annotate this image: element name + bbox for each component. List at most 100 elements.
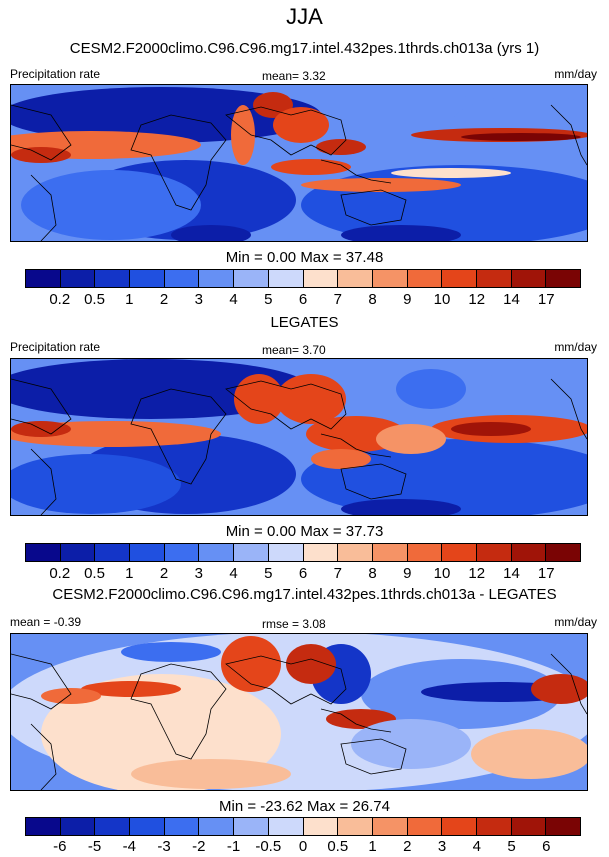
colorbar-swatch [476,818,512,835]
colorbar-swatch [26,270,61,287]
colorbar-swatch [546,544,580,561]
panel-2-map [10,358,588,516]
colorbar-tick-label: 5 [264,565,273,582]
colorbar-swatch [511,270,547,287]
precip-region [531,674,587,704]
panel-2-colorbar-ticks: 0.2 0.5 1 2 3 4 5 6 7 8 9 10 12 14 17 [25,565,581,583]
coastline [340,189,407,226]
colorbar-tick-label: 10 [433,565,451,582]
coastline [30,448,57,515]
colorbar-swatch [199,270,235,287]
coastline [225,106,347,156]
panel-3-map [10,633,588,791]
coastline [11,378,72,435]
colorbar-tick-label: 0.5 [327,838,349,855]
panel-1-units-label: mm/day [554,67,597,81]
coastline [550,104,587,166]
precip-region [376,424,446,454]
colorbar-swatch [546,270,580,287]
colorbar-swatch [199,544,235,561]
coastline [320,433,392,458]
colorbar-tick-label: -0.5 [255,838,282,855]
precip-region [121,642,221,662]
colorbar-swatch [407,818,443,835]
panel-1-colorbar [25,269,581,288]
colorbar-swatch [407,544,443,561]
panel-1-title: CESM2.F2000climo.C96.C96.mg17.intel.432p… [69,40,540,57]
colorbar-tick-label: 14 [503,565,520,582]
coastline [30,723,57,790]
precip-region [461,133,581,141]
colorbar-swatch [130,544,165,561]
panel-3-title: CESM2.F2000climo.C96.C96.mg17.intel.432p… [52,586,557,603]
precip-region [391,168,511,178]
colorbar-tick-label: 8 [368,291,377,308]
colorbar-tick-label: 6 [542,838,551,855]
colorbar-tick-label: 7 [333,291,342,308]
colorbar-tick-label: 17 [537,291,555,308]
colorbar-tick-label: 0.5 [84,565,105,582]
coastline [225,380,347,430]
colorbar-swatch [442,544,477,561]
panel-1-minmax: Min = 0.00 Max = 37.48 [225,249,384,266]
colorbar-tick-label: 1 [125,291,134,308]
coastline [130,663,227,760]
precip-region [396,369,466,409]
colorbar-tick-label: -3 [157,838,171,855]
colorbar-swatch [268,544,304,561]
panel-1-colorbar-ticks: 0.2 0.5 1 2 3 4 5 6 7 8 9 10 12 14 17 [25,291,581,309]
colorbar-swatch [60,818,96,835]
colorbar-swatch [26,818,61,835]
precip-region [221,636,281,692]
colorbar-swatch [372,270,408,287]
coastline [130,114,227,211]
colorbar-tick-label: 0.5 [84,291,105,308]
colorbar-swatch [303,818,339,835]
colorbar-tick-label: 2 [403,838,412,855]
coastline [340,463,407,500]
panel-1-mean-label: mean= 3.32 [262,69,326,83]
colorbar-tick-label: 3 [194,565,203,582]
precip-region [171,225,251,241]
colorbar-tick-label: 0 [298,838,308,855]
colorbar-tick-label: 9 [403,565,412,582]
panel-1-variable-label: Precipitation rate [10,67,101,81]
precip-region [301,178,461,192]
colorbar-swatch [95,270,131,287]
colorbar-swatch [234,818,269,835]
colorbar-swatch [60,544,96,561]
colorbar-swatch [268,270,304,287]
colorbar-swatch [164,818,200,835]
coastline [340,738,407,775]
colorbar-swatch [442,818,477,835]
panel-3-units-label: mm/day [554,615,597,629]
colorbar-tick-label: 2 [159,565,169,582]
precip-region [271,159,351,175]
colorbar-tick-label: 9 [403,291,412,308]
colorbar-tick-label: 4 [229,565,238,582]
colorbar-tick-label: 6 [298,291,308,308]
colorbar-swatch [130,270,165,287]
colorbar-tick-label: 12 [468,565,486,582]
colorbar-swatch [476,544,512,561]
precip-region [301,439,587,515]
coastline [11,104,72,161]
colorbar-swatch [199,818,235,835]
colorbar-tick-label: 1 [125,565,134,582]
colorbar-swatch [234,544,269,561]
colorbar-tick-label: 3 [194,291,203,308]
colorbar-swatch [372,818,408,835]
colorbar-swatch [338,818,373,835]
precip-region [21,170,201,240]
colorbar-tick-label: 8 [368,565,377,582]
colorbar-swatch [303,270,339,287]
coastline [11,653,72,710]
panel-1-map [10,84,588,242]
coastline [550,378,587,440]
colorbar-tick-label: 1 [368,838,377,855]
colorbar-swatch [442,270,477,287]
colorbar-swatch [303,544,339,561]
colorbar-tick-label: 5 [507,838,516,855]
coastline [130,388,227,485]
colorbar-swatch [338,544,373,561]
